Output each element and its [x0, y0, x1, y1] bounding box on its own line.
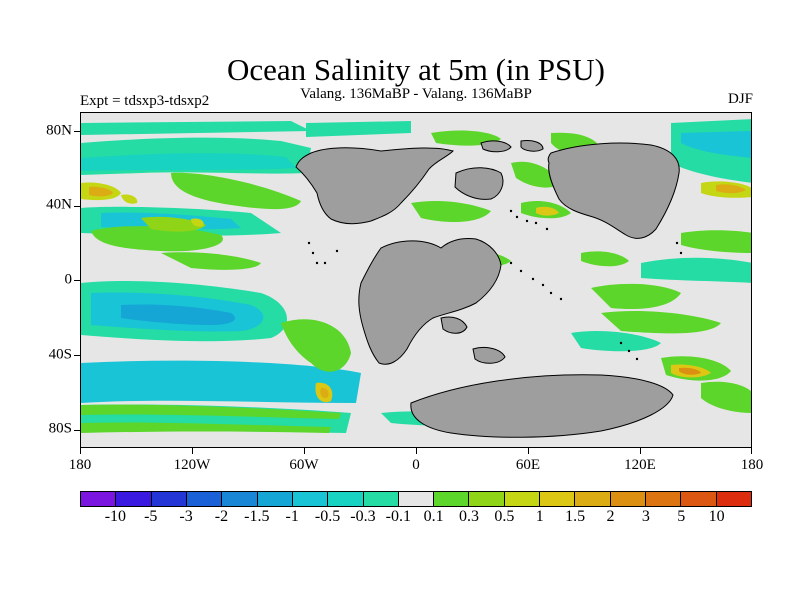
anomaly-region	[161, 252, 261, 270]
colorbar-label: 0.1	[423, 508, 444, 525]
anomaly-region	[141, 216, 206, 232]
anomaly-region	[121, 194, 138, 204]
anomaly-region	[681, 131, 751, 158]
anomaly-region	[571, 331, 661, 352]
colorbar-cell	[222, 492, 258, 506]
anomaly-region	[281, 319, 351, 372]
colorbar-label: -1	[285, 508, 299, 525]
anomaly-region	[81, 121, 311, 135]
x-tick-label: 180	[740, 457, 764, 473]
x-tick-label: 0	[412, 457, 420, 473]
anomaly-region	[716, 184, 746, 194]
colorbar-cell	[610, 492, 646, 506]
anomaly-region	[411, 200, 491, 223]
greenland	[454, 167, 504, 200]
anomaly-region	[89, 186, 113, 197]
eurasia	[547, 142, 680, 239]
anomaly-region	[81, 422, 331, 433]
page-title: Ocean Salinity at 5m (in PSU)	[227, 52, 605, 87]
anomaly-region	[536, 206, 559, 216]
x-tick-label: 120W	[173, 457, 211, 473]
colorbar-cell	[681, 492, 717, 506]
anomaly-region	[511, 161, 561, 188]
colorbar-label: 2	[606, 508, 615, 525]
colorbar-cell	[257, 492, 293, 506]
anomaly-region	[681, 230, 751, 253]
y-tick-label: 0	[64, 271, 73, 288]
colorbar-label: 3	[641, 508, 650, 525]
anomaly-region	[701, 381, 751, 413]
colorbar-label: -0.3	[350, 508, 376, 525]
anomaly-region	[306, 121, 411, 137]
anomaly-region	[591, 283, 681, 310]
south-america-africa	[358, 238, 502, 365]
anomaly-region	[320, 387, 329, 399]
experiment-label: Expt = tdsxp3-tdsxp2	[80, 93, 210, 109]
colorbar-label: 0.3	[459, 508, 480, 525]
colorbar-cell	[151, 492, 187, 506]
colorbar-cell	[469, 492, 505, 506]
arctic-island	[480, 140, 512, 153]
colorbar-cell	[186, 492, 223, 506]
arctic-island	[520, 140, 544, 152]
season-label: DJF	[727, 91, 753, 107]
anomaly-region	[91, 226, 223, 252]
colorbar-cell	[575, 492, 611, 506]
colorbar-label: -5	[144, 508, 158, 525]
island	[440, 316, 468, 334]
colorbar-label: 0.5	[494, 508, 515, 525]
colorbar-label: -1.5	[244, 508, 270, 525]
anomaly-region	[191, 218, 204, 227]
antarctica	[410, 374, 674, 438]
x-tick-label: 60E	[515, 457, 541, 473]
salinity-field	[81, 119, 751, 433]
colorbar-cell	[398, 492, 435, 506]
colorbar-label: -0.1	[385, 508, 411, 525]
colorbar	[80, 491, 752, 507]
anomaly-region	[581, 251, 629, 267]
anomaly-region	[641, 257, 751, 283]
colorbar-label: -2	[214, 508, 229, 525]
colorbar-cell	[434, 492, 470, 506]
colorbar-label: 10	[708, 508, 725, 525]
colorbar-cell	[292, 492, 329, 506]
colorbar-cell	[504, 492, 541, 506]
anomaly-region	[679, 367, 701, 375]
colorbar-cell	[81, 492, 117, 506]
y-tick-label: 80S	[48, 420, 72, 437]
colorbar-label: 1.5	[565, 508, 586, 525]
y-tick-label: 80N	[46, 122, 72, 139]
colorbar-cell	[328, 492, 364, 506]
colorbar-cell	[363, 492, 399, 506]
anomaly-region	[81, 360, 361, 403]
salinity-map	[80, 112, 752, 448]
y-tick-label: 40S	[48, 346, 72, 363]
anomaly-region	[601, 311, 721, 334]
y-tick-label: 40N	[46, 196, 72, 213]
anomaly-region	[121, 304, 235, 325]
colorbar-cell	[540, 492, 576, 506]
colorbar-cell	[116, 492, 152, 506]
x-tick-label: 60W	[289, 457, 319, 473]
subtitle: Valang. 136MaBP - Valang. 136MaBP	[300, 86, 532, 102]
anomaly-region	[171, 172, 301, 210]
colorbar-label: -0.5	[314, 508, 341, 525]
land-masses	[295, 140, 680, 438]
x-tick-label: 180	[68, 457, 92, 473]
island	[472, 346, 506, 364]
colorbar-label: -3	[179, 508, 193, 525]
coastline-details	[307, 209, 683, 361]
colorbar-cell	[716, 492, 751, 506]
x-tick-label: 120E	[624, 457, 656, 473]
colorbar-label: -10	[104, 508, 127, 525]
anomaly-region	[81, 404, 341, 419]
colorbar-label: 1	[535, 508, 544, 525]
north-america	[295, 147, 454, 225]
colorbar-cell	[646, 492, 682, 506]
anomaly-region	[81, 153, 296, 171]
colorbar-label: 5	[677, 508, 686, 525]
